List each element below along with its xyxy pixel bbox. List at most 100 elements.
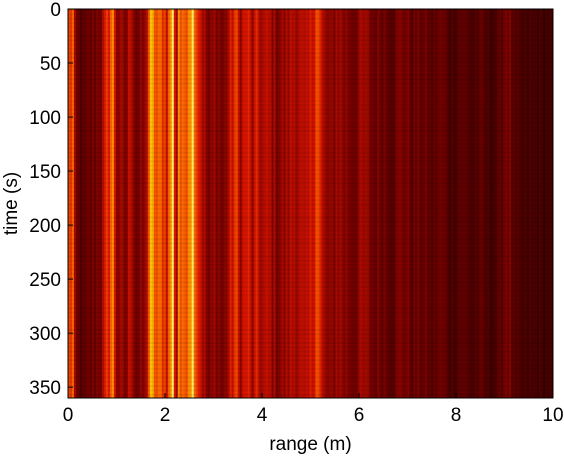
heatmap-column — [165, 9, 169, 398]
heatmap-column — [285, 9, 288, 398]
heatmap-column — [327, 9, 330, 398]
heatmap-texture-row — [68, 212, 553, 215]
heatmap-column — [339, 9, 342, 398]
heatmap-texture-row — [68, 125, 553, 128]
heatmap-column — [461, 9, 464, 398]
heatmap-column — [413, 9, 416, 398]
heatmap-column — [463, 9, 466, 398]
heatmap-texture-row — [68, 117, 553, 120]
heatmap-column — [447, 9, 450, 398]
heatmap-texture-row — [68, 385, 553, 388]
heatmap-column — [207, 9, 211, 398]
heatmap-texture-row — [68, 108, 553, 111]
heatmap-column — [367, 9, 370, 398]
heatmap-texture-row — [68, 376, 553, 379]
heatmap-column — [377, 9, 380, 398]
heatmap-column — [177, 9, 181, 398]
heatmap-texture-row — [68, 372, 553, 375]
heatmap-column — [317, 9, 320, 398]
heatmap-column — [499, 9, 502, 398]
heatmap-column — [247, 9, 251, 398]
heatmap-column — [157, 9, 161, 398]
heatmap-texture-row — [68, 324, 553, 327]
heatmap-column — [221, 9, 225, 398]
heatmap-column — [131, 9, 135, 398]
heatmap-texture-row — [68, 333, 553, 336]
heatmap-column — [409, 9, 412, 398]
y-tick-label: 150 — [29, 162, 61, 183]
heatmap-column — [271, 9, 274, 398]
heatmap-column — [277, 9, 280, 398]
heatmap-texture-row — [68, 320, 553, 323]
heatmap-column — [211, 9, 215, 398]
heatmap-texture-row — [68, 177, 553, 180]
heatmap-column — [485, 9, 488, 398]
heatmap-texture-row — [68, 337, 553, 340]
heatmap-column — [481, 9, 484, 398]
heatmap-column — [437, 9, 440, 398]
heatmap-texture-row — [68, 307, 553, 310]
heatmap-texture-row — [68, 186, 553, 189]
heatmap-column — [71, 9, 75, 398]
heatmap-column — [329, 9, 332, 398]
heatmap-column — [537, 9, 540, 398]
heatmap-column — [249, 9, 253, 398]
heatmap-column — [309, 9, 312, 398]
heatmap-column — [295, 9, 298, 398]
heatmap-column — [293, 9, 296, 398]
heatmap-column — [91, 9, 95, 398]
heatmap-texture-row — [68, 21, 553, 25]
heatmap-texture-row — [68, 350, 553, 353]
heatmap-texture-row — [68, 367, 553, 370]
heatmap-column — [70, 9, 73, 398]
heatmap-column — [81, 9, 85, 398]
heatmap-texture-row — [68, 328, 553, 331]
heatmap-column — [341, 9, 344, 398]
heatmap-column — [519, 9, 522, 398]
heatmap-column — [179, 9, 183, 398]
heatmap-texture-row — [68, 60, 553, 64]
y-tick-label: 300 — [29, 324, 61, 345]
heatmap-column — [471, 9, 474, 398]
heatmap-column — [195, 9, 199, 398]
heatmap-texture-row — [68, 104, 553, 107]
heatmap-texture-row — [68, 43, 553, 46]
heatmap-column — [527, 9, 530, 398]
heatmap-texture-row — [68, 17, 553, 20]
heatmap-column — [213, 9, 217, 398]
heatmap-column — [469, 9, 472, 398]
heatmap-texture-row — [68, 203, 553, 206]
heatmap-column — [331, 9, 334, 398]
heatmap-column — [419, 9, 422, 398]
heatmap-column — [477, 9, 480, 398]
heatmap-column — [539, 9, 542, 398]
heatmap-column — [515, 9, 518, 398]
heatmap-area — [68, 9, 554, 398]
heatmap-texture-row — [68, 238, 553, 241]
heatmap-column — [521, 9, 524, 398]
heatmap-column — [263, 9, 266, 398]
heatmap-column — [239, 9, 243, 398]
heatmap-column — [219, 9, 223, 398]
x-tick-label: 0 — [63, 405, 74, 426]
heatmap-column — [307, 9, 310, 398]
heatmap-column — [235, 9, 239, 398]
heatmap-column — [167, 9, 171, 398]
heatmap-texture-row — [68, 264, 553, 267]
heatmap-texture-row — [68, 134, 553, 137]
heatmap-column — [529, 9, 532, 398]
heatmap-column — [75, 9, 79, 398]
heatmap-column — [259, 9, 262, 398]
heatmap-column — [169, 9, 173, 398]
heatmap-column — [531, 9, 534, 398]
heatmap-column — [397, 9, 400, 398]
heatmap-texture-row — [68, 147, 553, 150]
heatmap-texture-row — [68, 246, 553, 249]
heatmap-column — [119, 9, 123, 398]
heatmap-texture-row — [68, 181, 553, 185]
heatmap-texture-row — [68, 164, 553, 167]
x-axis-label: range (m) — [269, 434, 351, 455]
heatmap-column — [101, 9, 105, 398]
heatmap-column — [353, 9, 356, 398]
